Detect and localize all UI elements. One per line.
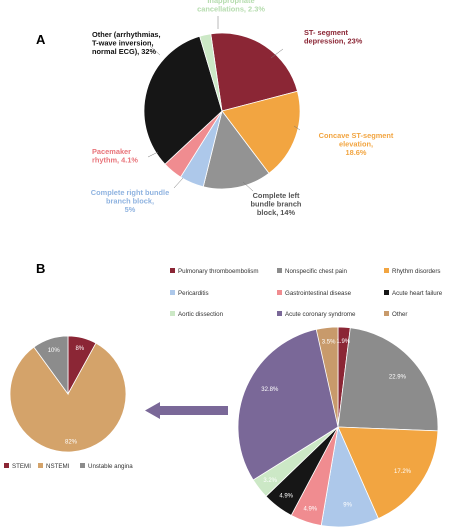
slice-label-line: bundle branch <box>251 199 302 208</box>
pie-slice <box>221 90 301 174</box>
slice-label-line: elevation, <box>339 139 373 148</box>
slice-label: Other (arrhythmias, T-wave inversion, norm… <box>92 30 161 56</box>
slice-value-label: 9% <box>343 502 352 508</box>
slice-label-line: block, 14% <box>257 208 296 217</box>
slice-label-line: Inappropriate <box>207 0 254 5</box>
legend-swatch <box>277 311 282 316</box>
arrow-left-icon <box>145 402 228 419</box>
leader-line <box>270 48 284 59</box>
legend-swatch <box>384 311 389 316</box>
slice-value-label: 82% <box>65 440 78 446</box>
pie-slice <box>337 327 439 432</box>
slice-value-label: 22.9% <box>389 375 407 381</box>
panel-label-b: B <box>36 261 45 276</box>
slice-label-line: rhythm, 4.1% <box>92 155 138 164</box>
slice-label: Concave ST-segment elevation, 18.6% <box>319 131 394 157</box>
legend-label: Nonspecific chest pain <box>285 268 347 275</box>
legend-label: Gastrointestinal disease <box>285 290 352 297</box>
legend-swatch <box>170 311 175 316</box>
pie-chart-a: ST- segment depression, 23% Concave ST-seg… <box>91 0 394 217</box>
slice-label-line: Pacemaker <box>92 147 131 156</box>
pie-slice <box>237 326 339 481</box>
pie-slice <box>143 35 223 165</box>
panel-label-a: A <box>36 32 46 47</box>
slice-label-line: Complete right bundle <box>91 188 169 197</box>
slice-value-label: 3.2% <box>263 478 277 484</box>
slice-label: Complete left bundle branch block, 14% <box>251 191 302 217</box>
slice-label: ST- segment depression, 23% <box>304 28 363 45</box>
leader-line <box>149 45 161 56</box>
legend-swatch <box>277 268 282 273</box>
slice-label-line: branch block, <box>106 196 154 205</box>
slice-label-line: normal ECG), 32% <box>92 47 156 56</box>
slice-label-line: cancellations, 2.3% <box>197 4 265 13</box>
legend-swatch <box>80 463 85 468</box>
slice-value-label: 8% <box>75 346 84 352</box>
slice-value-label: 32.8% <box>261 387 279 393</box>
legend-swatch <box>170 268 175 273</box>
pie-chart-b-large: 1.9% 22.9% 17.2% 9% 4.9% 4.9% 3.2% 32.8% 3.5% <box>237 326 439 528</box>
slice-label-line: 5% <box>125 205 136 214</box>
leader-line <box>293 125 301 131</box>
legend-swatch <box>384 268 389 273</box>
legend-swatch <box>38 463 43 468</box>
slice-label-line: Concave ST-segment <box>319 131 394 140</box>
pie-slice <box>315 326 339 428</box>
legend-label: Aortic dissection <box>178 311 224 318</box>
slice-label: Inappropriate cancellations, 2.3% <box>197 0 265 13</box>
legend-label: Pulmonary thromboembolism <box>178 268 258 275</box>
leader-line <box>147 151 159 158</box>
legend-label: Unstable angina <box>88 463 133 470</box>
slice-label-line: depression, 23% <box>304 36 363 45</box>
slice-value-label: 17.2% <box>394 469 412 475</box>
slice-value-label: 4.9% <box>303 506 317 512</box>
pie-slice <box>199 33 223 112</box>
legend-label: STEMI <box>12 463 31 470</box>
slice-value-label: 1.9% <box>336 339 350 345</box>
legend-label: Pericarditis <box>178 290 209 297</box>
legend-b-small: STEMI NSTEMI Unstable angina <box>4 463 133 470</box>
pie-chart-b-small: 8% 82% 10% <box>9 335 127 453</box>
slice-label-line: 18.6% <box>346 148 367 157</box>
legend-label: Acute coronary syndrome <box>285 311 356 318</box>
legend-label: Rhythm disorders <box>392 268 441 275</box>
legend-label: Other <box>392 311 407 318</box>
slice-label-line: T-wave inversion, <box>92 38 154 47</box>
slice-value-label: 3.5% <box>322 340 336 346</box>
legend-swatch <box>384 290 389 295</box>
legend-swatch <box>170 290 175 295</box>
legend-label: NSTEMI <box>46 463 70 470</box>
slice-label: Complete right bundle branch block, 5% <box>91 188 169 214</box>
pie-slice <box>202 110 270 190</box>
legend-label: Acute heart failure <box>392 290 443 297</box>
slice-label-line: Complete left <box>253 191 300 200</box>
pie-slice <box>33 335 69 396</box>
slice-value-label: 4.9% <box>279 494 293 500</box>
leader-line <box>242 181 254 192</box>
leader-line <box>173 177 184 189</box>
legend-b-large: Pulmonary thromboembolism Nonspecific che… <box>170 268 443 318</box>
slice-value-label: 10% <box>48 348 61 354</box>
slice-label-line: Other (arrhythmias, <box>92 30 161 39</box>
pie-slice <box>9 342 127 453</box>
pie-slice <box>210 32 298 112</box>
legend-swatch <box>277 290 282 295</box>
slice-label-line: ST- segment <box>304 28 348 37</box>
slice-label: Pacemaker rhythm, 4.1% <box>92 147 138 164</box>
legend-swatch <box>4 463 9 468</box>
pie-slice <box>337 426 439 520</box>
